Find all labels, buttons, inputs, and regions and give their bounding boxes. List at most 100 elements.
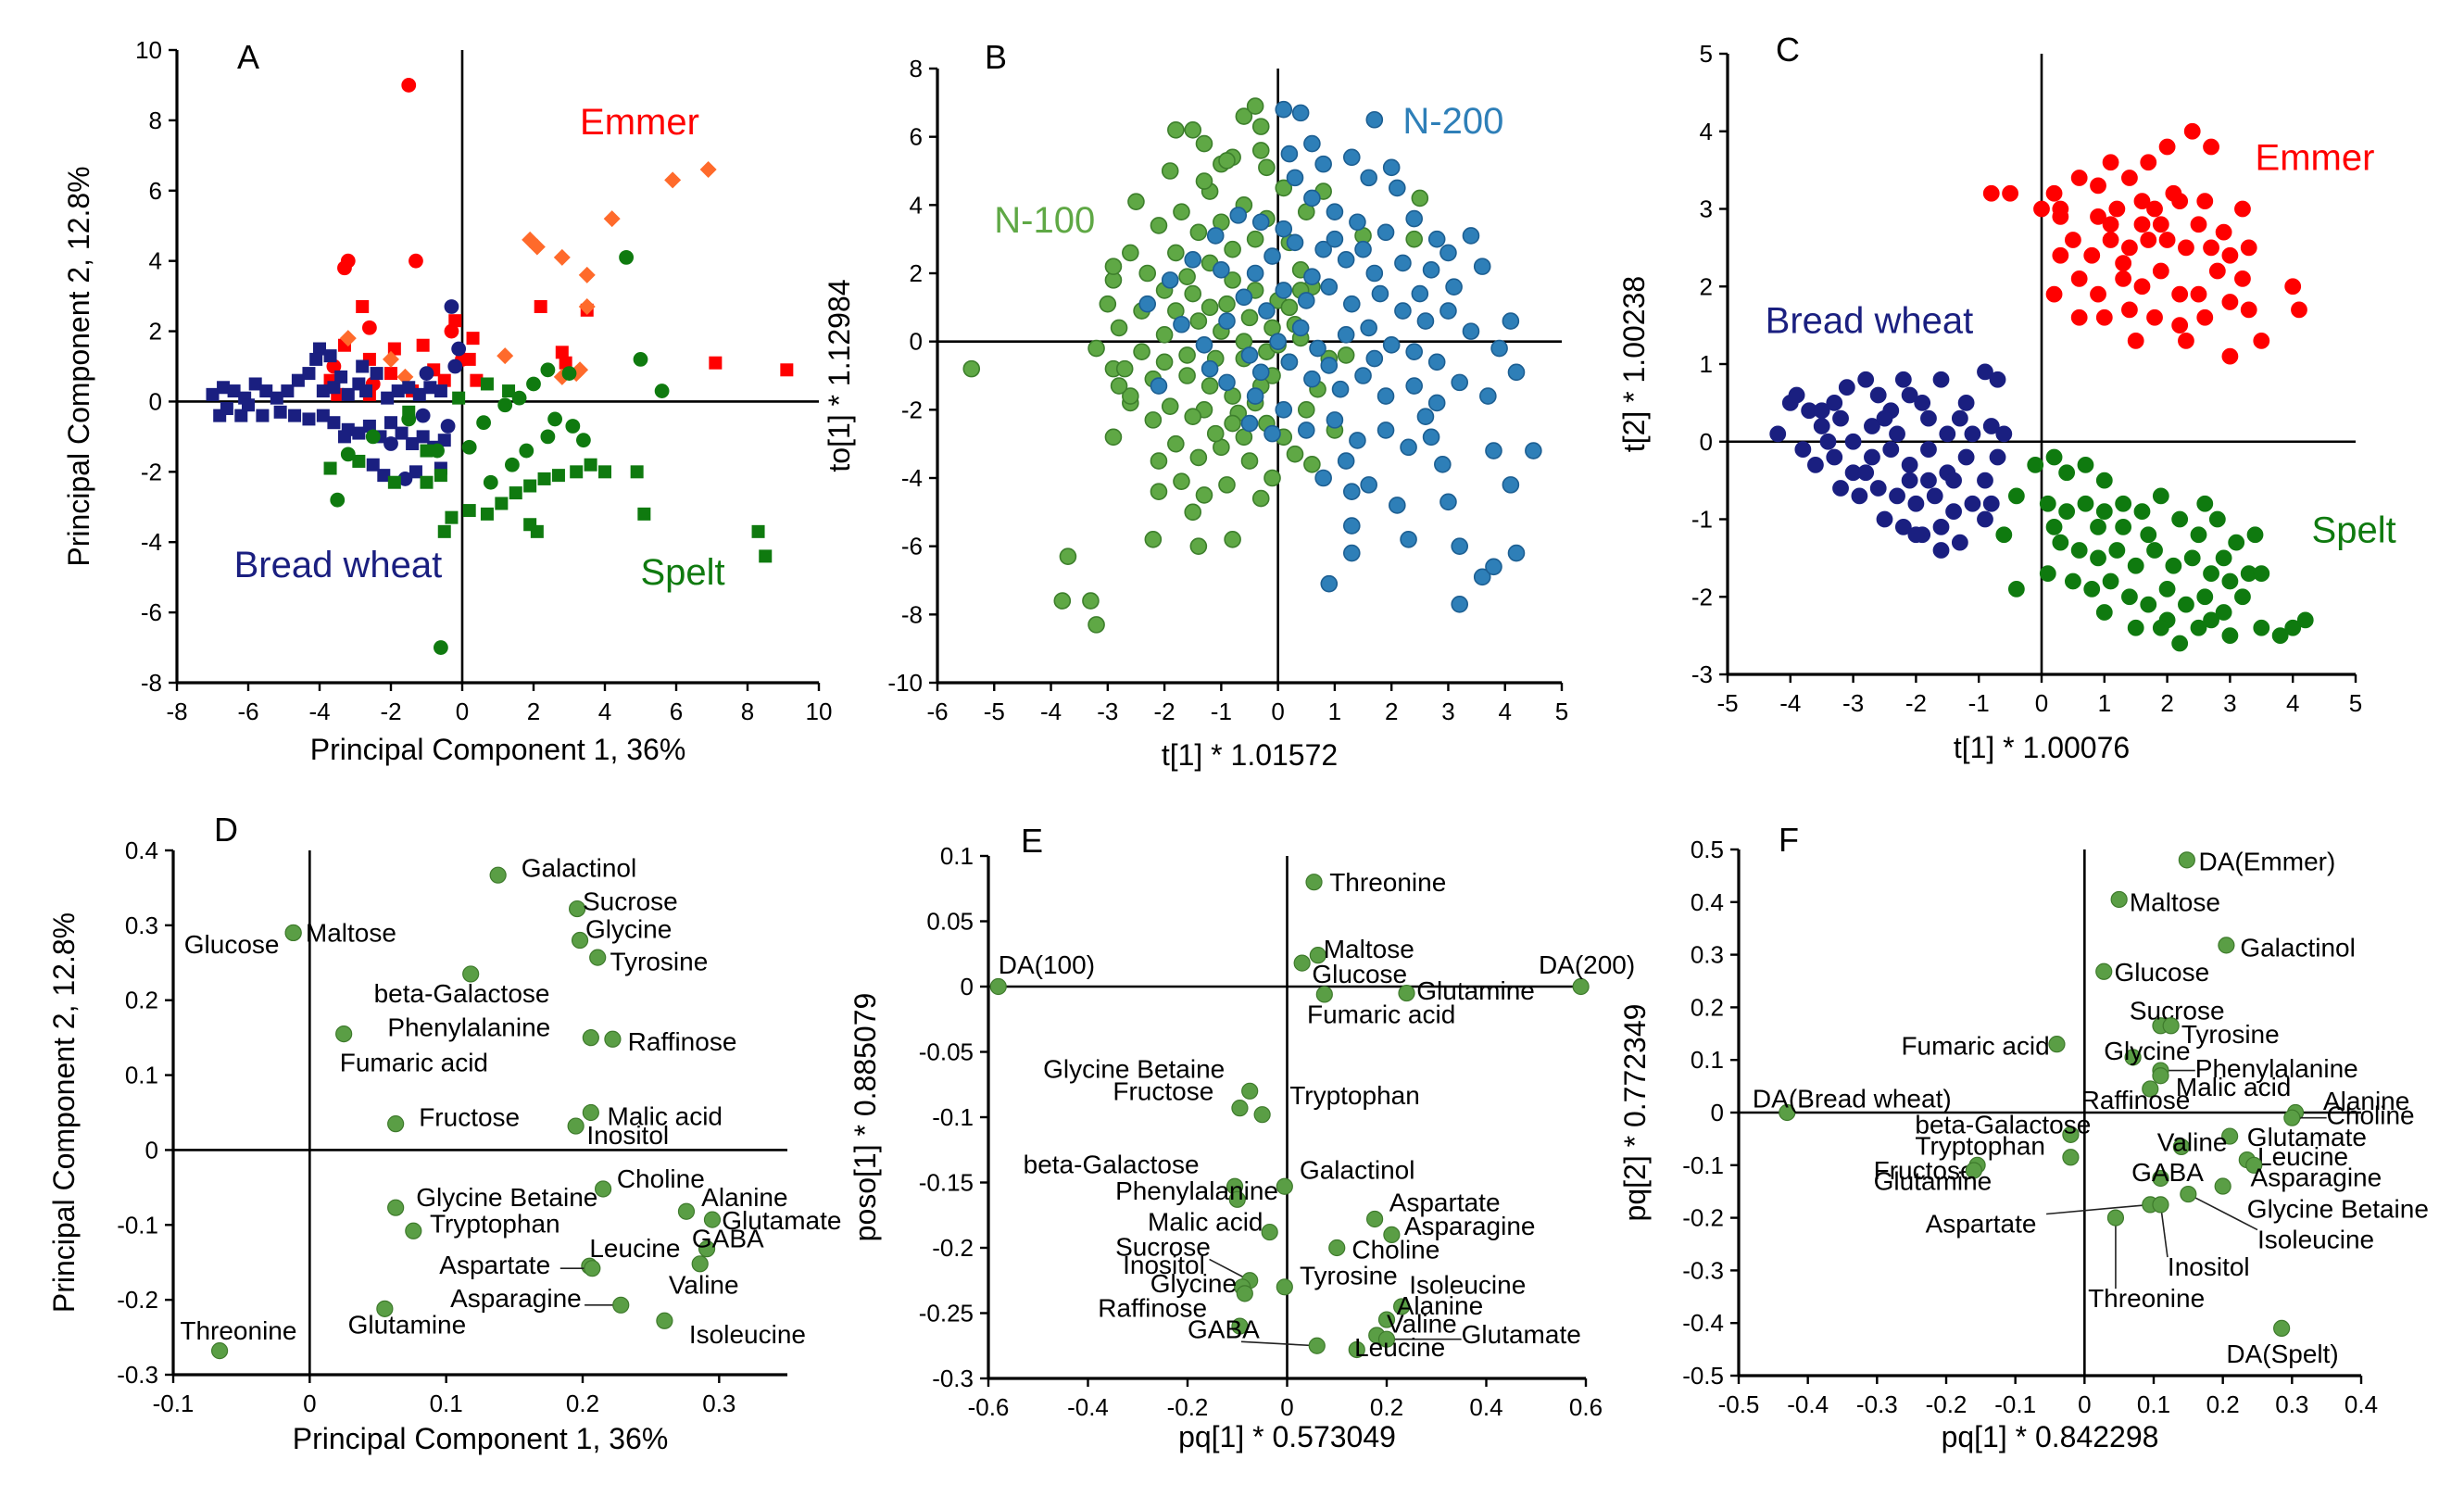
panel-c: -5 -4 -3 -2 -1 0 1 2 3 4 5 -3 -2 -1 0 1 2 3 4 5 t[1] * 1.000… [1617, 31, 2396, 764]
data-point [1104, 258, 1123, 275]
data-point [1995, 526, 2013, 544]
data-point [2221, 347, 2239, 365]
data-point [1485, 442, 1502, 459]
y-tick-label: -3 [1691, 660, 1713, 688]
data-point [1451, 537, 1469, 555]
data-point [466, 332, 480, 346]
data-point [1224, 271, 1241, 289]
x-tick-label: 0.3 [2275, 1390, 2308, 1418]
data-point [480, 377, 494, 391]
data-point [2121, 301, 2138, 319]
data-point [1989, 448, 2006, 466]
loading-point [1309, 947, 1326, 964]
loading-label: Choline [1351, 1235, 1439, 1264]
loading-label: Phenylalanine [1115, 1176, 1278, 1205]
x-tick-label: -5 [1716, 689, 1738, 717]
loading-label: Malic acid [1148, 1208, 1263, 1237]
y-tick-label: -0.2 [932, 1234, 974, 1262]
data-point [1360, 169, 1377, 187]
data-point [1462, 227, 1480, 245]
loading-label: Aspartate [439, 1251, 550, 1279]
data-point [1224, 530, 1241, 548]
data-point [1246, 387, 1264, 405]
data-point [2058, 503, 2076, 521]
data-point [452, 391, 466, 405]
data-point [1982, 184, 2000, 202]
loading-point [589, 949, 607, 966]
loading-label: beta-Galactose [374, 979, 550, 1008]
loading-point [2283, 1109, 2301, 1126]
data-point [1326, 411, 1344, 429]
y-tick-label: 8 [149, 107, 162, 134]
data-point [381, 391, 395, 405]
data-point [1224, 414, 1241, 433]
loading-point [2062, 1126, 2080, 1143]
data-point [1286, 445, 1304, 463]
data-point [2165, 557, 2182, 574]
data-point [1473, 258, 1491, 275]
x-tick-label: 4 [598, 698, 611, 725]
data-point [1869, 480, 1887, 497]
data-point [1240, 452, 1259, 470]
x-tick-label: 2 [2160, 689, 2173, 717]
y-tick-label: 0.1 [1691, 1046, 1724, 1074]
loading-point [1315, 986, 1333, 1003]
leader-line [2046, 1203, 2151, 1215]
data-point [2133, 193, 2151, 210]
data-point [1178, 367, 1196, 384]
leader-line [2159, 1204, 2169, 1258]
data-point [1122, 387, 1139, 405]
data-point [316, 409, 330, 422]
loading-point [2106, 1209, 2125, 1227]
data-point [337, 260, 352, 276]
data-point [2045, 285, 2063, 303]
x-tick-label: 0.1 [430, 1390, 463, 1417]
data-point [540, 429, 556, 445]
data-point [1901, 386, 1918, 404]
x-tick-label: 2 [1385, 698, 1398, 725]
data-point [1246, 97, 1264, 115]
loading-label: Tryptophan [1915, 1131, 2045, 1160]
data-point [462, 504, 476, 518]
data-point [2090, 208, 2106, 225]
data-point [2208, 510, 2226, 528]
data-point [2102, 232, 2119, 248]
data-point [2221, 572, 2239, 590]
data-point [433, 640, 448, 655]
data-point [561, 366, 577, 381]
data-point [2033, 200, 2050, 218]
data-point [437, 524, 451, 538]
data-point [1349, 432, 1366, 449]
data-point [384, 416, 397, 430]
loading-point [612, 1296, 630, 1314]
data-point [1932, 542, 1950, 559]
data-point [416, 430, 430, 444]
data-point [420, 444, 434, 458]
data-point [2102, 572, 2119, 590]
data-point [365, 429, 381, 445]
data-point [1869, 386, 1887, 404]
data-point [2039, 495, 2056, 512]
y-tick-label: -2 [901, 396, 923, 423]
loading-label: Valine [669, 1271, 739, 1300]
data-point [1161, 162, 1179, 180]
data-point [1240, 414, 1259, 433]
data-point [395, 426, 409, 440]
x-tick-label: 0.2 [1370, 1393, 1403, 1421]
loading-point [1377, 1330, 1396, 1348]
data-point [1485, 558, 1502, 576]
loading-label: Raffinose [628, 1027, 737, 1056]
y-tick-label: 0.1 [125, 1062, 158, 1089]
loading-label: Inositol [586, 1121, 669, 1150]
data-point [2203, 565, 2219, 583]
loading-label: Phenylalanine [2195, 1054, 2358, 1083]
panel-label: E [1021, 822, 1043, 860]
data-point [1832, 480, 1849, 497]
data-point [1337, 250, 1355, 269]
data-point [1309, 339, 1326, 358]
data-point [2133, 503, 2151, 521]
data-point [2215, 604, 2232, 621]
data-point [2090, 177, 2106, 195]
data-point [461, 439, 477, 455]
loading-label: Glycine [2104, 1037, 2190, 1065]
